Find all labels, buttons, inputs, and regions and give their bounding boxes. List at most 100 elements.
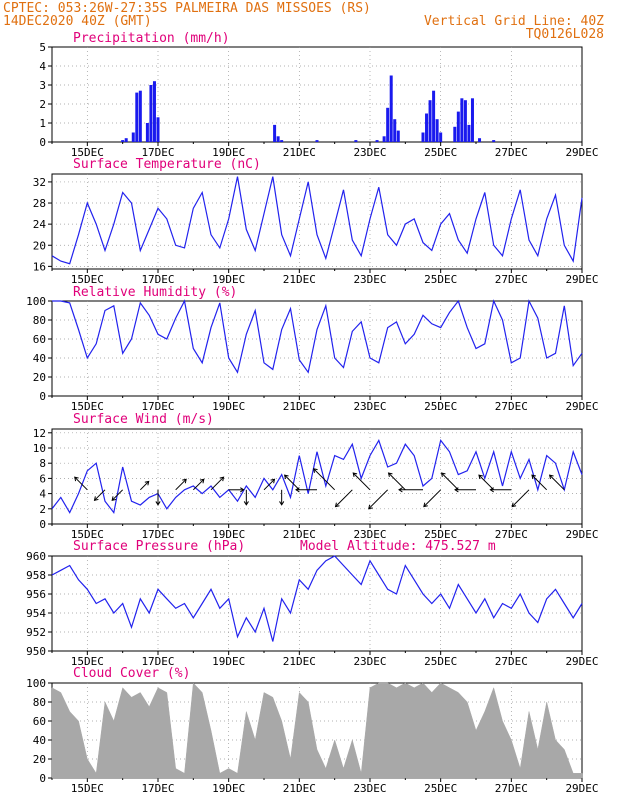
wind-xtick-label: 29DEC xyxy=(565,528,598,541)
temp-xtick-label: 25DEC xyxy=(424,273,457,286)
wind-xtick-label: 27DEC xyxy=(495,528,528,541)
pres-xtick-label: 19DEC xyxy=(212,655,245,668)
temp-ytick-label: 20 xyxy=(33,239,46,252)
wind-series-line xyxy=(51,438,583,515)
wind-xtick-label: 19DEC xyxy=(212,528,245,541)
temp-frame xyxy=(51,173,583,270)
precip-bar xyxy=(425,113,429,142)
precip-frame xyxy=(51,46,583,143)
precip-bar xyxy=(354,140,358,142)
rh-ytick-label: 80 xyxy=(33,314,46,327)
precip-bar xyxy=(478,138,482,142)
cloud-xtick-label: 17DEC xyxy=(141,782,174,795)
temp-ytick-label: 32 xyxy=(33,176,46,189)
wind-wind-vector xyxy=(175,478,187,491)
wind-wind-vector xyxy=(111,489,124,501)
rh-frame xyxy=(51,300,583,397)
precip-bar xyxy=(396,130,400,142)
wind-wind-arrowhead xyxy=(313,468,318,473)
precip-bar xyxy=(273,124,277,142)
pres-ytick-label: 952 xyxy=(26,626,46,639)
wind-wind-arrowhead xyxy=(387,472,393,478)
precip-bar xyxy=(470,98,474,142)
temp-xtick-label: 21DEC xyxy=(283,273,316,286)
precip-xtick-label: 15DEC xyxy=(71,146,104,159)
wind-wind-vector xyxy=(511,489,530,507)
precip-bar xyxy=(463,100,467,142)
precip-ytick-label: 5 xyxy=(39,41,46,54)
precip-bar xyxy=(453,126,457,142)
precip-bar xyxy=(375,140,379,142)
wind-wind-arrowhead xyxy=(283,474,289,480)
rh-ytick-label: 60 xyxy=(33,333,46,346)
wind-wind-arrowhead xyxy=(144,480,150,486)
wind-ytick-label: 2 xyxy=(39,503,46,516)
rh-ytick-label: 20 xyxy=(33,371,46,384)
temp-series-line xyxy=(51,176,583,265)
pres-series-line xyxy=(51,555,583,642)
wind-wind-arrowhead xyxy=(489,487,494,493)
temp-xtick-label: 17DEC xyxy=(141,273,174,286)
wind-wind-vector xyxy=(335,489,353,507)
pres-ytick-label: 956 xyxy=(26,588,46,601)
precip-bar xyxy=(121,140,125,142)
temp-xtick-label: 29DEC xyxy=(565,273,598,286)
cloud-xtick-label: 23DEC xyxy=(353,782,386,795)
precip-bar xyxy=(276,136,280,142)
wind-wind-vector xyxy=(441,472,459,491)
header-grid-line: Vertical Grid Line: 40Z xyxy=(424,14,604,29)
rh-xtick-label: 19DEC xyxy=(212,400,245,413)
precipitation-title: Precipitation (mm/h) xyxy=(73,31,230,46)
precip-bar xyxy=(492,140,496,142)
wind-wind-vector xyxy=(210,476,224,491)
precip-ytick-label: 1 xyxy=(39,117,46,130)
wind-wind-arrowhead xyxy=(511,502,517,508)
precipitation-panel: Precipitation (mm/h) 0 1 2 3 4 5 15DEC 17DEC 19DE… xyxy=(39,31,598,159)
wind-xtick-label: 17DEC xyxy=(141,528,174,541)
precip-xtick-label: 29DEC xyxy=(565,146,598,159)
precip-bar xyxy=(280,140,284,142)
wind-wind-vector xyxy=(423,489,442,507)
wind-wind-arrowhead xyxy=(240,487,245,493)
header-station: CPTEC: 053:26W-27:35S PALMEIRA DAS MISSO… xyxy=(3,1,371,16)
cloud-cover-title: Cloud Cover (%) xyxy=(73,666,190,681)
cloud-xtick-label: 27DEC xyxy=(495,782,528,795)
wind-wind-vector xyxy=(531,474,548,491)
precip-bar xyxy=(135,92,139,142)
precip-xtick-label: 27DEC xyxy=(495,146,528,159)
precip-bar xyxy=(456,111,460,142)
rh-ytick-label: 0 xyxy=(39,390,46,403)
temperature-title: Surface Temperature (nC) xyxy=(73,157,261,172)
precip-ytick-label: 2 xyxy=(39,98,46,111)
cloud-ytick-label: 20 xyxy=(33,753,46,766)
precip-ytick-label: 3 xyxy=(39,79,46,92)
precip-bar xyxy=(382,136,386,142)
humidity-title: Relative Humidity (%) xyxy=(73,285,237,300)
wind-wind-vector xyxy=(192,478,205,491)
wind-wind-arrowhead xyxy=(368,504,373,510)
wind-ytick-label: 4 xyxy=(39,488,46,501)
rh-xtick-label: 25DEC xyxy=(424,400,457,413)
wind-wind-arrowhead xyxy=(155,501,161,506)
precip-xtick-label: 19DEC xyxy=(212,146,245,159)
wind-wind-arrowhead xyxy=(93,496,99,501)
precip-bar xyxy=(145,123,149,142)
precip-bar xyxy=(152,81,156,142)
rh-xtick-label: 27DEC xyxy=(495,400,528,413)
cloud-xtick-label: 19DEC xyxy=(212,782,245,795)
pres-ytick-label: 960 xyxy=(26,550,46,563)
precip-xtick-label: 23DEC xyxy=(353,146,386,159)
rh-ytick-label: 100 xyxy=(26,295,46,308)
wind-wind-arrowhead xyxy=(531,474,536,480)
cloud-xtick-label: 21DEC xyxy=(283,782,316,795)
temp-xtick-label: 19DEC xyxy=(212,273,245,286)
pres-xtick-label: 23DEC xyxy=(353,655,386,668)
wind-wind-arrowhead xyxy=(454,487,459,493)
temp-xtick-label: 27DEC xyxy=(495,273,528,286)
pres-xtick-label: 21DEC xyxy=(283,655,316,668)
cloud-ytick-label: 60 xyxy=(33,715,46,728)
precip-bar xyxy=(156,117,160,142)
wind-wind-arrowhead xyxy=(279,501,285,506)
precip-bar xyxy=(432,90,436,142)
wind-wind-arrowhead xyxy=(219,476,225,482)
